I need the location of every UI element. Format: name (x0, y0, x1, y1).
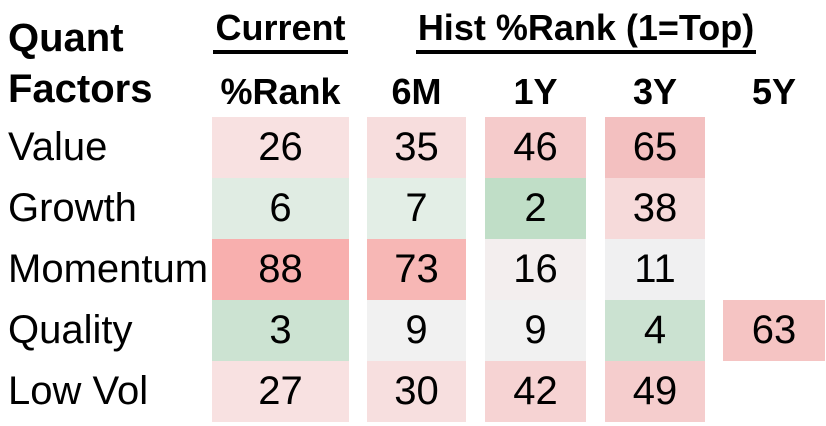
cell-quality-3y: 4 (605, 300, 705, 361)
column-group-hist-rank: Hist %Rank (1=Top) (357, 7, 815, 54)
cell-growth-1y: 2 (485, 178, 586, 239)
column-group-current: Current (212, 7, 349, 54)
cell-low-vol-3y: 49 (605, 361, 705, 422)
cell-growth-6m: 7 (367, 178, 466, 239)
column-header-6m: 6M (391, 71, 442, 112)
cell-momentum-current-rank: 88 (212, 239, 349, 300)
cell-value-3y: 65 (605, 117, 705, 178)
current-header-label: Current (213, 7, 348, 54)
row-label-momentum: Momentum (8, 247, 209, 291)
column-header-5y: 5Y (751, 71, 797, 112)
table-title-line2: Factors (8, 67, 153, 111)
cell-low-vol-current-rank: 27 (212, 361, 349, 422)
cell-growth-3y: 38 (605, 178, 705, 239)
cell-momentum-1y: 16 (485, 239, 586, 300)
cell-growth-5y (723, 178, 825, 239)
cell-momentum-5y (723, 239, 825, 300)
cell-low-vol-1y: 42 (485, 361, 586, 422)
table-title-line1: Quant (8, 16, 124, 60)
row-label-value: Value (8, 125, 108, 169)
cell-quality-6m: 9 (367, 300, 466, 361)
table-title: Quant Factors (8, 13, 153, 115)
cell-momentum-6m: 73 (367, 239, 466, 300)
cell-quality-current-rank: 3 (212, 300, 349, 361)
cell-value-current-rank: 26 (212, 117, 349, 178)
row-label-quality: Quality (8, 308, 133, 352)
row-label-low-vol: Low Vol (8, 369, 149, 413)
cell-value-5y (723, 117, 825, 178)
cell-low-vol-6m: 30 (367, 361, 466, 422)
cell-growth-current-rank: 6 (212, 178, 349, 239)
column-header-3y: 3Y (632, 71, 678, 112)
cell-value-1y: 46 (485, 117, 586, 178)
cell-quality-5y: 63 (723, 300, 825, 361)
cell-low-vol-5y (723, 361, 825, 422)
cell-quality-1y: 9 (485, 300, 586, 361)
row-label-growth: Growth (8, 186, 137, 230)
cell-momentum-3y: 11 (605, 239, 705, 300)
cell-value-6m: 35 (367, 117, 466, 178)
hist-rank-header-label: Hist %Rank (1=Top) (415, 7, 757, 54)
column-header-percent-rank: %Rank (220, 71, 341, 112)
column-header-1y: 1Y (513, 71, 558, 112)
